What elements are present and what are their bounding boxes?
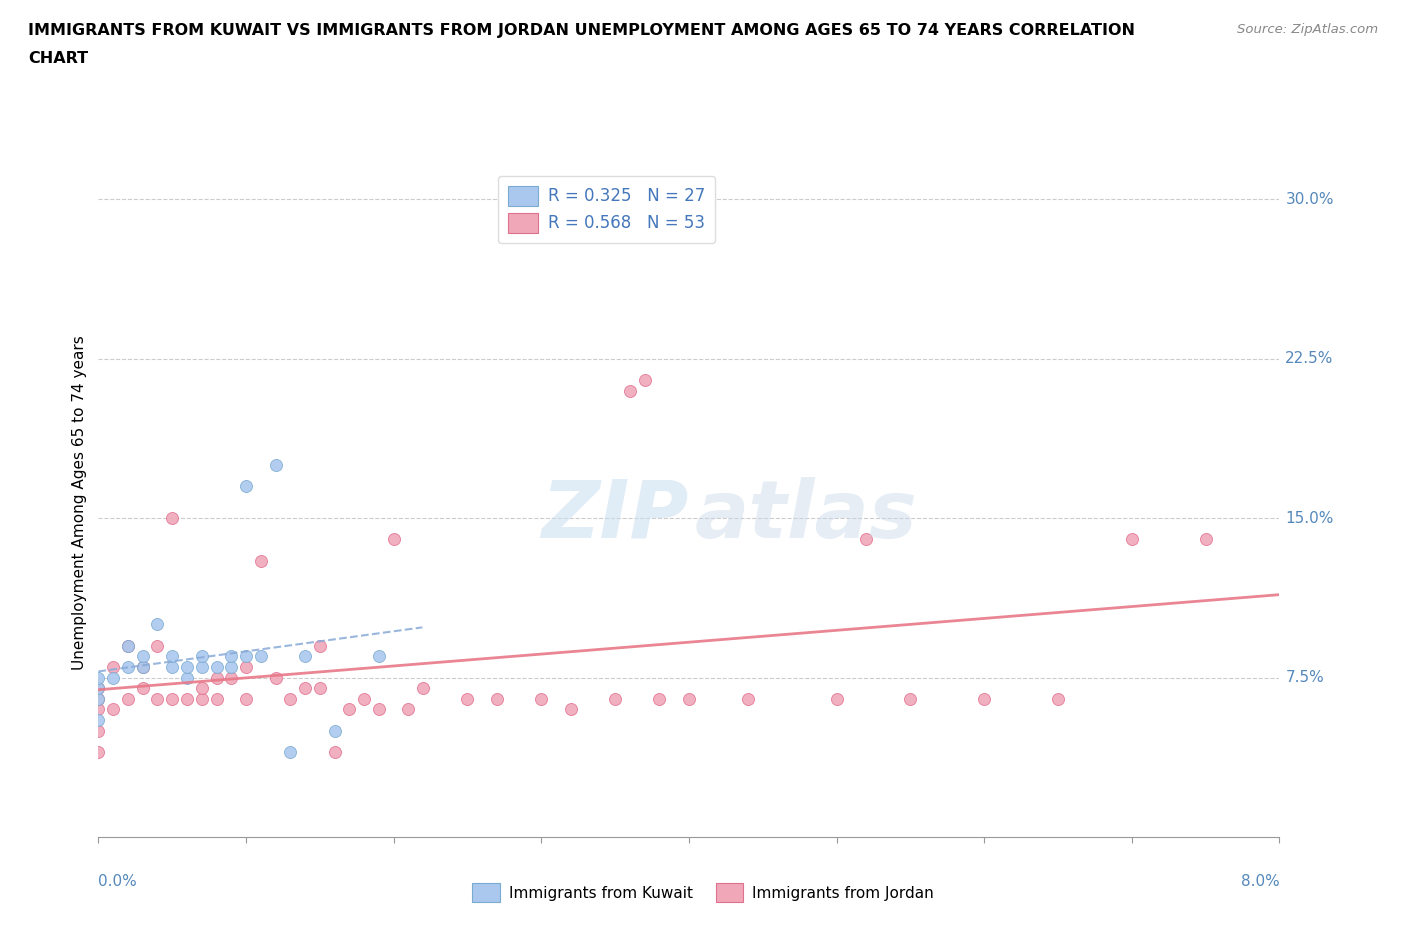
Point <box>235 691 257 706</box>
Point <box>87 681 110 696</box>
Point <box>367 649 389 664</box>
Text: ZIP: ZIP <box>541 476 689 554</box>
Point <box>191 681 214 696</box>
Point <box>1121 532 1143 547</box>
Text: 15.0%: 15.0% <box>1285 511 1334 525</box>
Point <box>176 671 198 685</box>
Point <box>162 691 183 706</box>
Point <box>87 671 110 685</box>
Point <box>205 659 228 674</box>
Text: CHART: CHART <box>28 51 89 66</box>
Point <box>973 691 995 706</box>
Point <box>278 691 301 706</box>
Point <box>308 681 332 696</box>
Point <box>87 745 110 760</box>
Y-axis label: Unemployment Among Ages 65 to 74 years: Unemployment Among Ages 65 to 74 years <box>72 335 87 670</box>
Point <box>146 617 169 631</box>
Point <box>132 649 155 664</box>
Text: atlas: atlas <box>695 476 918 554</box>
Point <box>176 659 198 674</box>
Point <box>619 383 641 398</box>
Point <box>87 702 110 717</box>
Point <box>337 702 360 717</box>
Point <box>205 691 228 706</box>
Point <box>264 458 287 472</box>
Point <box>87 691 110 706</box>
Point <box>530 691 553 706</box>
Point <box>367 702 389 717</box>
Point <box>1046 691 1069 706</box>
Point <box>205 671 228 685</box>
Point <box>456 691 478 706</box>
Point <box>855 532 877 547</box>
Point <box>678 691 700 706</box>
Point <box>117 638 139 653</box>
Point <box>162 649 183 664</box>
Point <box>396 702 419 717</box>
Point <box>87 724 110 738</box>
Point <box>264 671 287 685</box>
Point <box>103 659 124 674</box>
Point <box>191 691 214 706</box>
Point <box>323 745 346 760</box>
Point <box>294 681 316 696</box>
Point <box>412 681 434 696</box>
Point <box>250 553 273 568</box>
Point <box>250 649 273 664</box>
Point <box>898 691 921 706</box>
Point <box>278 745 301 760</box>
Point <box>103 671 124 685</box>
Text: Source: ZipAtlas.com: Source: ZipAtlas.com <box>1237 23 1378 36</box>
Point <box>353 691 375 706</box>
Point <box>235 649 257 664</box>
Point <box>132 659 155 674</box>
Point <box>146 638 169 653</box>
Text: 30.0%: 30.0% <box>1285 192 1334 206</box>
Legend: R = 0.325   N = 27, R = 0.568   N = 53: R = 0.325 N = 27, R = 0.568 N = 53 <box>498 176 714 243</box>
Legend: Immigrants from Kuwait, Immigrants from Jordan: Immigrants from Kuwait, Immigrants from … <box>465 877 941 909</box>
Point <box>1194 532 1216 547</box>
Point <box>382 532 405 547</box>
Point <box>87 681 110 696</box>
Text: IMMIGRANTS FROM KUWAIT VS IMMIGRANTS FROM JORDAN UNEMPLOYMENT AMONG AGES 65 TO 7: IMMIGRANTS FROM KUWAIT VS IMMIGRANTS FRO… <box>28 23 1135 38</box>
Text: 8.0%: 8.0% <box>1240 874 1279 889</box>
Text: 0.0%: 0.0% <box>98 874 138 889</box>
Point <box>176 691 198 706</box>
Point <box>308 638 332 653</box>
Point <box>191 649 214 664</box>
Point <box>633 373 655 388</box>
Point <box>605 691 627 706</box>
Point <box>323 724 346 738</box>
Point <box>737 691 759 706</box>
Point <box>560 702 582 717</box>
Point <box>235 659 257 674</box>
Point <box>132 681 155 696</box>
Point <box>219 659 242 674</box>
Point <box>87 712 110 727</box>
Point <box>117 691 139 706</box>
Point <box>191 659 214 674</box>
Point <box>117 638 139 653</box>
Point <box>648 691 671 706</box>
Text: 22.5%: 22.5% <box>1285 352 1334 366</box>
Point <box>294 649 316 664</box>
Point <box>103 702 124 717</box>
Point <box>825 691 848 706</box>
Point <box>87 691 110 706</box>
Point <box>485 691 508 706</box>
Point <box>146 691 169 706</box>
Point <box>219 649 242 664</box>
Point <box>162 659 183 674</box>
Point <box>162 511 183 525</box>
Point <box>117 659 139 674</box>
Text: 7.5%: 7.5% <box>1285 671 1324 685</box>
Point <box>132 659 155 674</box>
Point <box>219 671 242 685</box>
Point <box>235 479 257 494</box>
